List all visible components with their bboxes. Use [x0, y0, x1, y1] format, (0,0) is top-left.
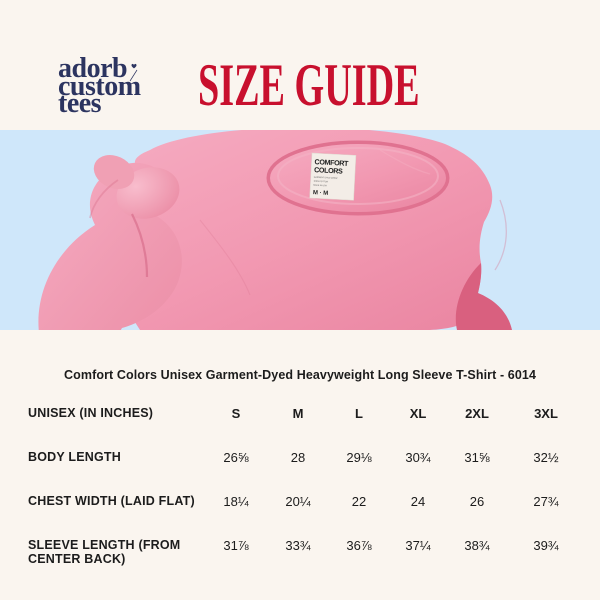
svg-text:M · M: M · M: [313, 190, 329, 197]
svg-text:COLORS: COLORS: [314, 165, 343, 176]
